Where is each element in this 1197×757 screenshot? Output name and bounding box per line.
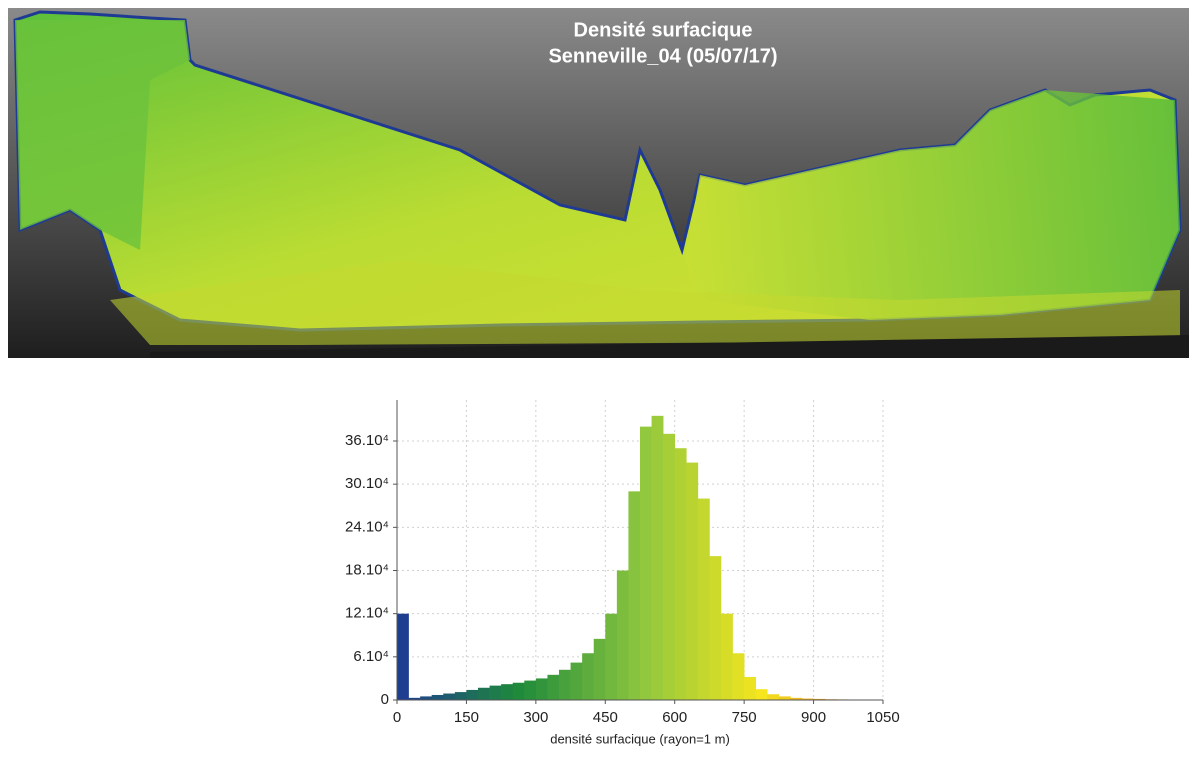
y-tick-label: 24.10⁴ (345, 518, 389, 535)
y-tick-label: 30.10⁴ (345, 475, 389, 492)
x-tick-label: 900 (801, 709, 826, 726)
histogram-bar (490, 686, 502, 700)
histogram-bar (420, 696, 432, 700)
y-tick-label: 0 (381, 691, 389, 708)
histogram-bar (605, 614, 617, 700)
x-axis-label: densité surfacique (rayon=1 m) (550, 731, 730, 746)
histogram-bar (640, 427, 652, 700)
y-tick-label: 12.10⁴ (345, 605, 389, 622)
image-title: Densité surfacique (574, 19, 753, 41)
histogram-bar (617, 571, 629, 700)
histogram-bar (536, 678, 548, 700)
histogram-bar (513, 683, 525, 700)
histogram-bar (478, 688, 490, 700)
histogram-bar (594, 639, 606, 700)
x-tick-label: 600 (662, 709, 687, 726)
histogram-bar (779, 696, 791, 700)
histogram-bar (663, 434, 675, 700)
histogram: 0 6.10⁴ 12.10⁴ 18.10⁴ 24.10⁴ 30.10⁴ 36.10⁴ 0 150… (345, 400, 900, 746)
histogram-bar (756, 689, 768, 700)
y-tick-label: 6.10⁴ (353, 648, 389, 665)
y-tick-label: 18.10⁴ (345, 561, 389, 578)
y-tick-label: 36.10⁴ (345, 432, 389, 449)
histogram-bar (559, 670, 571, 700)
histogram-bar (721, 614, 733, 700)
histogram-bar (466, 690, 478, 700)
x-tick-label: 300 (523, 709, 548, 726)
point-cloud-image: Densité surfacique Senneville_04 (05/07/… (8, 8, 1189, 358)
histogram-bar (767, 694, 779, 700)
image-subtitle: Senneville_04 (05/07/17) (548, 45, 777, 67)
histogram-bar (443, 694, 455, 700)
x-tick-label: 0 (393, 709, 401, 726)
histogram-bar (455, 692, 467, 700)
x-tick-label: 750 (732, 709, 757, 726)
histogram-bar (582, 653, 594, 700)
histogram-bar (432, 695, 444, 700)
histogram-bar (733, 653, 745, 700)
histogram-bar (524, 681, 536, 700)
histogram-bar (744, 677, 756, 700)
histogram-bar (675, 448, 687, 700)
x-tick-label: 450 (593, 709, 618, 726)
histogram-bar (571, 663, 583, 700)
x-tick-label: 150 (454, 709, 479, 726)
histogram-bar (686, 463, 698, 700)
histogram-bar (698, 499, 710, 700)
histogram-bar (652, 416, 664, 700)
histogram-bar (628, 491, 640, 700)
histogram-bar (501, 684, 513, 700)
histogram-bar (397, 614, 409, 700)
histogram-bar (709, 556, 721, 700)
x-tick-label: 1050 (866, 709, 899, 726)
histogram-bar (547, 675, 559, 700)
